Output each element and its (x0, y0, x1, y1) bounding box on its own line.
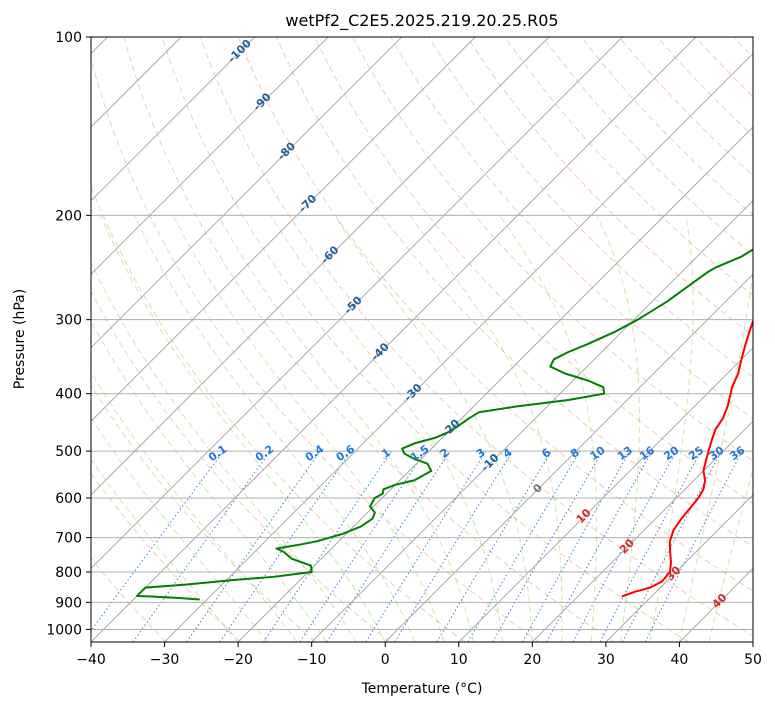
dry-adiabat (161, 37, 689, 642)
moist-adiabat (100, 215, 386, 642)
dry-adiabat (199, 37, 753, 637)
dry-adiabat (466, 37, 753, 337)
dry-adiabat (618, 37, 753, 176)
x-tick-label: 40 (671, 652, 689, 668)
isotherm-line (384, 273, 753, 642)
y-tick-label: 900 (55, 595, 82, 611)
mixing-ratio-line (91, 450, 224, 632)
isotherm-line (458, 347, 753, 642)
mixing-ratio-line (263, 450, 392, 642)
mixing-ratio-line (644, 450, 743, 642)
y-axis: 100 200 300 400 500 600 700 800 900 1000 (46, 30, 91, 638)
dry-adiabat (504, 37, 753, 296)
y-tick-label: 800 (55, 565, 82, 581)
dry-adiabat (428, 37, 753, 378)
mixing-ratio-line (546, 450, 653, 642)
isotherm-line (605, 494, 753, 642)
dry-adiabat (390, 37, 753, 420)
moist-adiabat (649, 215, 694, 642)
background-lines (91, 37, 753, 642)
isotherm-line (91, 37, 697, 642)
mixing-ratio-line (219, 450, 352, 642)
y-axis-title: Pressure (hPa) (12, 289, 28, 389)
isotherm-line (91, 37, 256, 202)
dry-adiabat (91, 55, 540, 642)
isotherm-line (311, 199, 753, 642)
y-tick-label: 300 (55, 313, 82, 329)
moist-adiabat (91, 371, 298, 642)
isotherm-line (237, 126, 753, 642)
mixing-ratio-line (299, 450, 426, 642)
moist-adiabat (134, 215, 416, 642)
temperature-profile (621, 318, 753, 598)
x-tick-label: 30 (597, 652, 615, 668)
dry-adiabat (237, 37, 753, 592)
dry-adiabat (314, 37, 753, 505)
x-tick-label: −30 (150, 652, 180, 668)
mixing-ratio-line (326, 450, 451, 642)
plot-frame (90, 36, 754, 643)
x-tick-label: 20 (523, 652, 541, 668)
isotherm-line (91, 37, 403, 349)
moist-adiabat (596, 215, 640, 642)
moist-adiabat (217, 215, 474, 642)
y-tick-label: 400 (55, 387, 82, 403)
dry-adiabat (91, 384, 316, 642)
dry-adiabat (91, 185, 465, 642)
y-tick-label: 1000 (46, 622, 82, 638)
dry-adiabat (91, 290, 391, 642)
y-tick-label: 100 (55, 30, 82, 46)
isotherm-line (91, 37, 329, 275)
dry-adiabat (123, 37, 614, 642)
x-tick-label: −10 (297, 652, 327, 668)
x-tick-label: 10 (450, 652, 468, 668)
moist-adiabat (678, 268, 753, 642)
moist-adiabat (91, 458, 239, 642)
moist-adiabat (333, 215, 533, 642)
y-tick-label: 700 (55, 531, 82, 547)
x-tick-label: 50 (744, 652, 762, 668)
mixing-ratio-line (522, 450, 631, 642)
isotherm-line (164, 52, 753, 642)
isotherm-line (752, 641, 753, 642)
x-tick-label: −40 (76, 652, 106, 668)
mixing-ratio-line (186, 450, 321, 642)
isotherm-line (531, 420, 753, 642)
y-tick-label: 600 (55, 491, 82, 507)
y-tick-label: 200 (55, 208, 82, 224)
moist-adiabat (172, 215, 445, 642)
moist-adiabat (91, 320, 327, 642)
moist-adiabat (91, 416, 268, 642)
sounding-lines (136, 248, 753, 601)
x-axis-title: Temperature (°C) (361, 681, 483, 697)
dewpoint-profile (136, 248, 753, 601)
x-tick-label: −20 (223, 652, 253, 668)
isotherm-line (91, 37, 476, 423)
mixing-ratio-line (572, 450, 677, 642)
y-tick-label: 500 (55, 444, 82, 460)
moist-adiabat (270, 215, 504, 642)
mixing-ratio-line (394, 450, 514, 642)
moist-adiabat (409, 215, 563, 642)
isotherm-line (91, 37, 550, 496)
isotherm-line (91, 37, 623, 570)
mixing-ratio-line (132, 450, 271, 642)
dry-adiabat (580, 37, 753, 216)
x-tick-label: 0 (381, 652, 390, 668)
x-axis: −40 −30 −20 −10 0 10 20 30 40 50 (76, 642, 762, 668)
dry-adiabat (275, 37, 753, 548)
chart-title: wetPf2_C2E5.2025.219.20.25.R05 (285, 11, 558, 31)
plot-background (91, 37, 753, 642)
moist-adiabat (91, 261, 357, 642)
